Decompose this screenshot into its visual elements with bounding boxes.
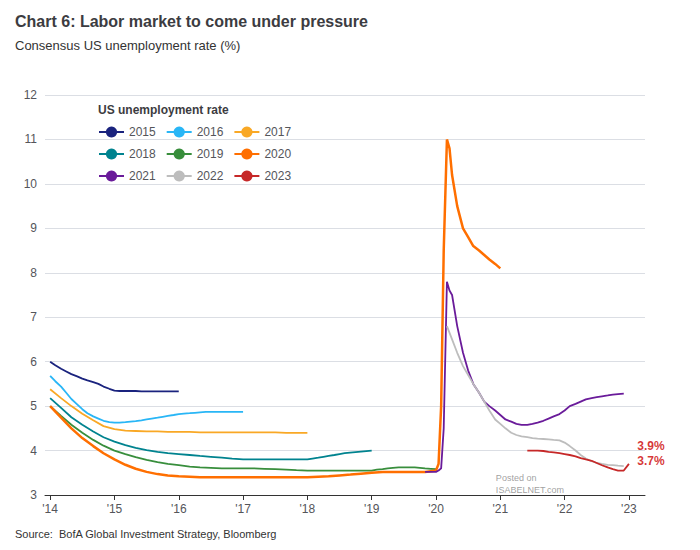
svg-text:2018: 2018: [129, 147, 156, 161]
svg-text:10: 10: [24, 177, 38, 191]
svg-text:2015: 2015: [129, 125, 156, 139]
svg-text:11: 11: [25, 132, 38, 146]
svg-text:3.9%: 3.9%: [637, 439, 665, 453]
svg-text:2020: 2020: [264, 147, 291, 161]
svg-text:Consensus US unemployment rate: Consensus US unemployment rate (%): [15, 38, 240, 53]
svg-text:'23: '23: [621, 502, 637, 516]
svg-text:2016: 2016: [197, 125, 224, 139]
svg-text:2022: 2022: [197, 169, 224, 183]
svg-text:3.7%: 3.7%: [637, 454, 665, 468]
svg-text:'20: '20: [428, 502, 444, 516]
svg-text:9: 9: [30, 221, 37, 235]
svg-text:6: 6: [30, 355, 37, 369]
svg-text:'16: '16: [171, 502, 187, 516]
svg-text:2023: 2023: [264, 169, 291, 183]
svg-text:7: 7: [30, 310, 37, 324]
svg-text:Chart 6: Labor market to come: Chart 6: Labor market to come under pres…: [15, 13, 368, 30]
svg-text:US unemployment rate: US unemployment rate: [98, 103, 229, 117]
svg-text:'21: '21: [492, 502, 508, 516]
svg-text:'15: '15: [107, 502, 123, 516]
svg-text:12: 12: [24, 88, 38, 102]
svg-text:'17: '17: [235, 502, 251, 516]
svg-text:'19: '19: [364, 502, 380, 516]
svg-text:Posted on: Posted on: [496, 473, 537, 483]
svg-text:2017: 2017: [264, 125, 291, 139]
svg-text:2021: 2021: [129, 169, 156, 183]
svg-text:2019: 2019: [197, 147, 224, 161]
svg-text:8: 8: [30, 266, 37, 280]
svg-text:'18: '18: [300, 502, 316, 516]
svg-text:5: 5: [30, 399, 37, 413]
svg-text:'14: '14: [42, 502, 58, 516]
svg-text:'22: '22: [557, 502, 573, 516]
svg-text:4: 4: [30, 444, 37, 458]
svg-text:ISABELNET.com: ISABELNET.com: [496, 485, 564, 495]
svg-text:3: 3: [30, 488, 37, 502]
svg-text:Source: BofA Global Investmen: Source: BofA Global Investment Strategy,…: [15, 528, 277, 540]
